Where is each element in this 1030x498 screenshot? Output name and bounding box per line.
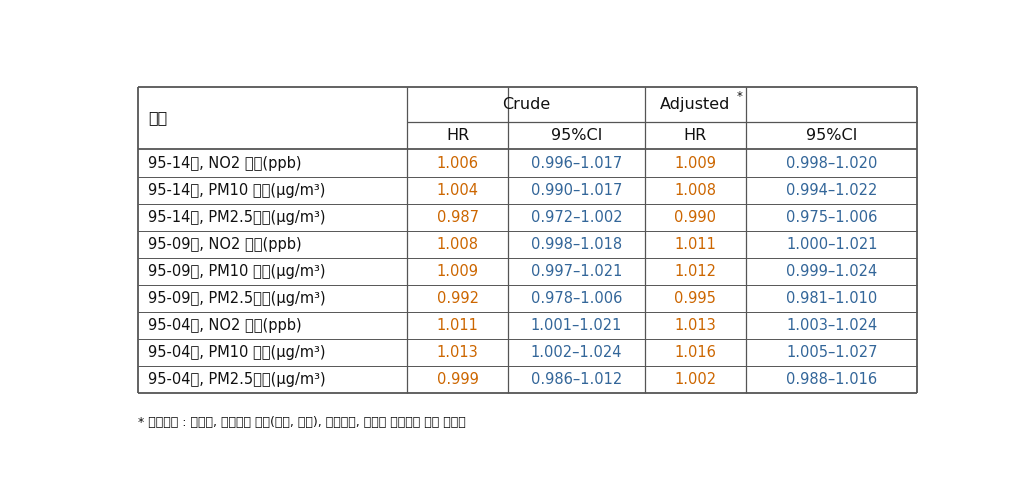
Text: *: * xyxy=(736,90,743,103)
Text: 95%CI: 95%CI xyxy=(551,128,603,143)
Text: 1.001–1.021: 1.001–1.021 xyxy=(530,318,622,333)
Text: 0.978–1.006: 0.978–1.006 xyxy=(530,291,622,306)
Text: 0.992: 0.992 xyxy=(437,291,479,306)
Text: 95-14년, NO2 농도(ppb): 95-14년, NO2 농도(ppb) xyxy=(148,155,302,170)
Text: 0.987: 0.987 xyxy=(437,210,479,225)
Text: 항목: 항목 xyxy=(148,111,167,125)
Text: 1.013: 1.013 xyxy=(675,318,716,333)
Text: 0.998–1.018: 0.998–1.018 xyxy=(531,237,622,252)
Text: 1.008: 1.008 xyxy=(675,183,717,198)
Text: 0.990–1.017: 0.990–1.017 xyxy=(530,183,622,198)
Text: 0.988–1.016: 0.988–1.016 xyxy=(786,373,878,387)
Text: 1.006: 1.006 xyxy=(437,155,479,170)
Text: 1.002–1.024: 1.002–1.024 xyxy=(530,345,622,360)
Text: 0.998–1.020: 0.998–1.020 xyxy=(786,155,878,170)
Text: 95-04년, NO2 농도(ppb): 95-04년, NO2 농도(ppb) xyxy=(148,318,302,333)
Text: 1.000–1.021: 1.000–1.021 xyxy=(786,237,878,252)
Text: 0.994–1.022: 0.994–1.022 xyxy=(786,183,878,198)
Text: 1.004: 1.004 xyxy=(437,183,479,198)
Text: 0.975–1.006: 0.975–1.006 xyxy=(786,210,878,225)
Text: 95-09년, PM10 농도(μg/m³): 95-09년, PM10 농도(μg/m³) xyxy=(148,264,325,279)
Text: Adjusted: Adjusted xyxy=(660,97,730,112)
Text: 0.986–1.012: 0.986–1.012 xyxy=(530,373,622,387)
Text: 1.016: 1.016 xyxy=(675,345,716,360)
Text: 1.011: 1.011 xyxy=(437,318,479,333)
Text: 0.990: 0.990 xyxy=(675,210,717,225)
Text: 95-04년, PM10 농도(μg/m³): 95-04년, PM10 농도(μg/m³) xyxy=(148,345,325,360)
Text: 1.003–1.024: 1.003–1.024 xyxy=(786,318,878,333)
Text: 0.999: 0.999 xyxy=(437,373,479,387)
Text: 1.002: 1.002 xyxy=(675,373,717,387)
Text: * 보정변수 : 흑연력, 간접흑연 빈도(집안, 직장), 교육수준, 직업성 유발물질 노출 가능성: * 보정변수 : 흑연력, 간접흑연 빈도(집안, 직장), 교육수준, 직업성… xyxy=(138,416,467,429)
Text: 1.013: 1.013 xyxy=(437,345,479,360)
Text: 1.012: 1.012 xyxy=(675,264,717,279)
Text: 1.011: 1.011 xyxy=(675,237,716,252)
Text: 1.009: 1.009 xyxy=(437,264,479,279)
Text: 95-09년, PM2.5농도(μg/m³): 95-09년, PM2.5농도(μg/m³) xyxy=(148,291,325,306)
Text: 0.972–1.002: 0.972–1.002 xyxy=(530,210,622,225)
Text: 95-04년, PM2.5농도(μg/m³): 95-04년, PM2.5농도(μg/m³) xyxy=(148,373,325,387)
Text: 95-09년, NO2 농도(ppb): 95-09년, NO2 농도(ppb) xyxy=(148,237,302,252)
Text: 1.005–1.027: 1.005–1.027 xyxy=(786,345,878,360)
Text: 95-14년, PM10 농도(μg/m³): 95-14년, PM10 농도(μg/m³) xyxy=(148,183,325,198)
Text: HR: HR xyxy=(684,128,707,143)
Text: 0.995: 0.995 xyxy=(675,291,716,306)
Text: 0.981–1.010: 0.981–1.010 xyxy=(786,291,878,306)
Text: 1.008: 1.008 xyxy=(437,237,479,252)
Text: 0.997–1.021: 0.997–1.021 xyxy=(530,264,622,279)
Text: 1.009: 1.009 xyxy=(675,155,717,170)
Text: 95%CI: 95%CI xyxy=(806,128,857,143)
Text: HR: HR xyxy=(446,128,470,143)
Text: 95-14년, PM2.5농도(μg/m³): 95-14년, PM2.5농도(μg/m³) xyxy=(148,210,325,225)
Text: 0.999–1.024: 0.999–1.024 xyxy=(786,264,878,279)
Text: 0.996–1.017: 0.996–1.017 xyxy=(530,155,622,170)
Text: Crude: Crude xyxy=(502,97,550,112)
